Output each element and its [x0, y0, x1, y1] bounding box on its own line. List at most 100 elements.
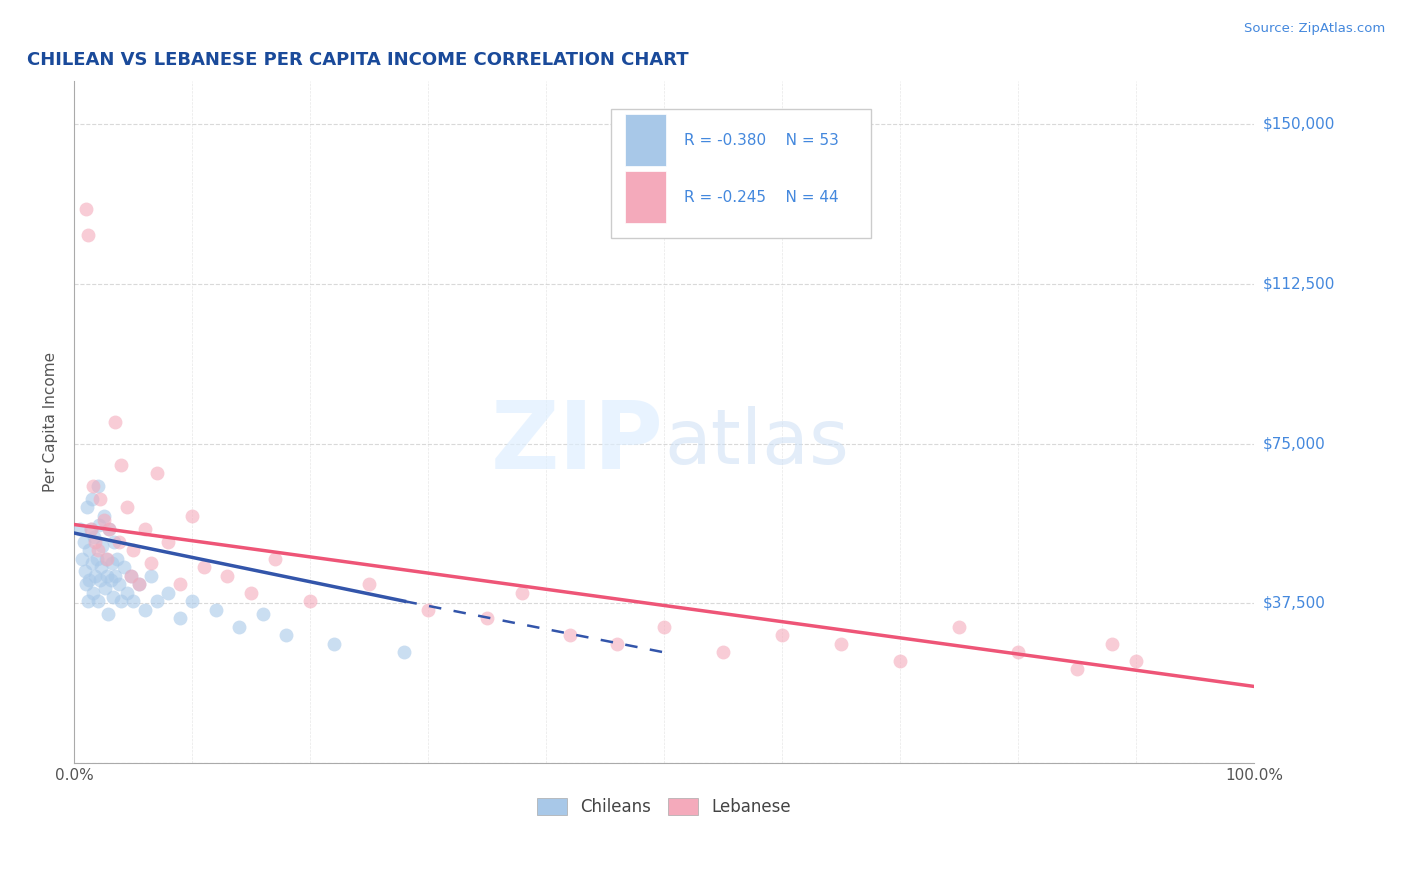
Text: atlas: atlas — [664, 406, 849, 480]
Point — [115, 585, 138, 599]
Point — [120, 568, 142, 582]
Point — [94, 551, 117, 566]
Legend: Chileans, Lebanese: Chileans, Lebanese — [530, 791, 797, 823]
Point — [139, 556, 162, 570]
Point — [86, 594, 108, 608]
Point — [169, 611, 191, 625]
Point — [139, 568, 162, 582]
Point — [89, 491, 111, 506]
Point — [122, 543, 145, 558]
Text: Source: ZipAtlas.com: Source: ZipAtlas.com — [1244, 22, 1385, 36]
Point — [100, 573, 122, 587]
Point — [90, 560, 112, 574]
FancyBboxPatch shape — [626, 171, 666, 223]
Point — [80, 556, 103, 570]
Text: R = -0.380    N = 53: R = -0.380 N = 53 — [685, 133, 839, 147]
Point — [770, 628, 793, 642]
Point — [94, 582, 117, 596]
Point — [252, 607, 274, 621]
Point — [181, 508, 204, 523]
Point — [93, 513, 115, 527]
Point — [75, 202, 97, 217]
Point — [122, 594, 145, 608]
Point — [69, 522, 91, 536]
Point — [84, 568, 107, 582]
Point — [711, 645, 734, 659]
Point — [416, 603, 439, 617]
Point — [276, 628, 298, 642]
Point — [110, 594, 132, 608]
Point — [93, 508, 115, 523]
Point — [112, 560, 135, 574]
Point — [145, 594, 167, 608]
Text: $75,000: $75,000 — [1263, 436, 1324, 451]
Point — [79, 543, 101, 558]
Point — [475, 611, 498, 625]
Point — [115, 500, 138, 515]
Point — [73, 565, 96, 579]
Point — [204, 603, 226, 617]
Point — [72, 534, 94, 549]
Point — [91, 539, 114, 553]
Text: $112,500: $112,500 — [1263, 277, 1334, 292]
Point — [134, 603, 156, 617]
Text: $150,000: $150,000 — [1263, 117, 1334, 131]
Point — [79, 522, 101, 536]
Point — [80, 491, 103, 506]
Point — [1066, 662, 1088, 676]
Point — [98, 522, 121, 536]
Point — [128, 577, 150, 591]
Point — [322, 637, 344, 651]
Point — [558, 628, 581, 642]
Point — [101, 590, 124, 604]
Point — [359, 577, 381, 591]
Y-axis label: Per Capita Income: Per Capita Income — [44, 352, 58, 492]
Point — [75, 577, 97, 591]
Point — [89, 573, 111, 587]
Point — [134, 522, 156, 536]
Point — [1007, 645, 1029, 659]
Point — [157, 585, 180, 599]
Point — [82, 479, 104, 493]
Point — [97, 607, 120, 621]
Point — [82, 585, 104, 599]
Point — [110, 458, 132, 472]
Point — [86, 551, 108, 566]
Point — [96, 551, 118, 566]
Point — [87, 517, 110, 532]
Point — [84, 534, 107, 549]
Point — [193, 560, 215, 574]
Point — [157, 534, 180, 549]
Point — [948, 620, 970, 634]
Point — [101, 556, 124, 570]
Text: CHILEAN VS LEBANESE PER CAPITA INCOME CORRELATION CHART: CHILEAN VS LEBANESE PER CAPITA INCOME CO… — [27, 51, 689, 69]
Point — [889, 654, 911, 668]
Point — [240, 585, 263, 599]
Text: R = -0.245    N = 44: R = -0.245 N = 44 — [685, 189, 839, 204]
Point — [128, 577, 150, 591]
Point — [1101, 637, 1123, 651]
Point — [77, 594, 100, 608]
Point — [86, 543, 108, 558]
Point — [79, 573, 101, 587]
Point — [299, 594, 322, 608]
Point — [263, 551, 285, 566]
Point — [512, 585, 534, 599]
Point — [169, 577, 191, 591]
Point — [77, 227, 100, 242]
Point — [108, 577, 131, 591]
Point — [145, 467, 167, 481]
Point — [103, 534, 125, 549]
Point — [98, 522, 121, 536]
FancyBboxPatch shape — [626, 114, 666, 166]
Point — [83, 530, 105, 544]
Point — [228, 620, 250, 634]
Point — [96, 568, 118, 582]
Text: ZIP: ZIP — [491, 397, 664, 489]
Point — [120, 568, 142, 582]
Point — [86, 479, 108, 493]
FancyBboxPatch shape — [612, 109, 870, 238]
Point — [652, 620, 675, 634]
Text: $37,500: $37,500 — [1263, 596, 1326, 611]
Point — [104, 415, 127, 429]
